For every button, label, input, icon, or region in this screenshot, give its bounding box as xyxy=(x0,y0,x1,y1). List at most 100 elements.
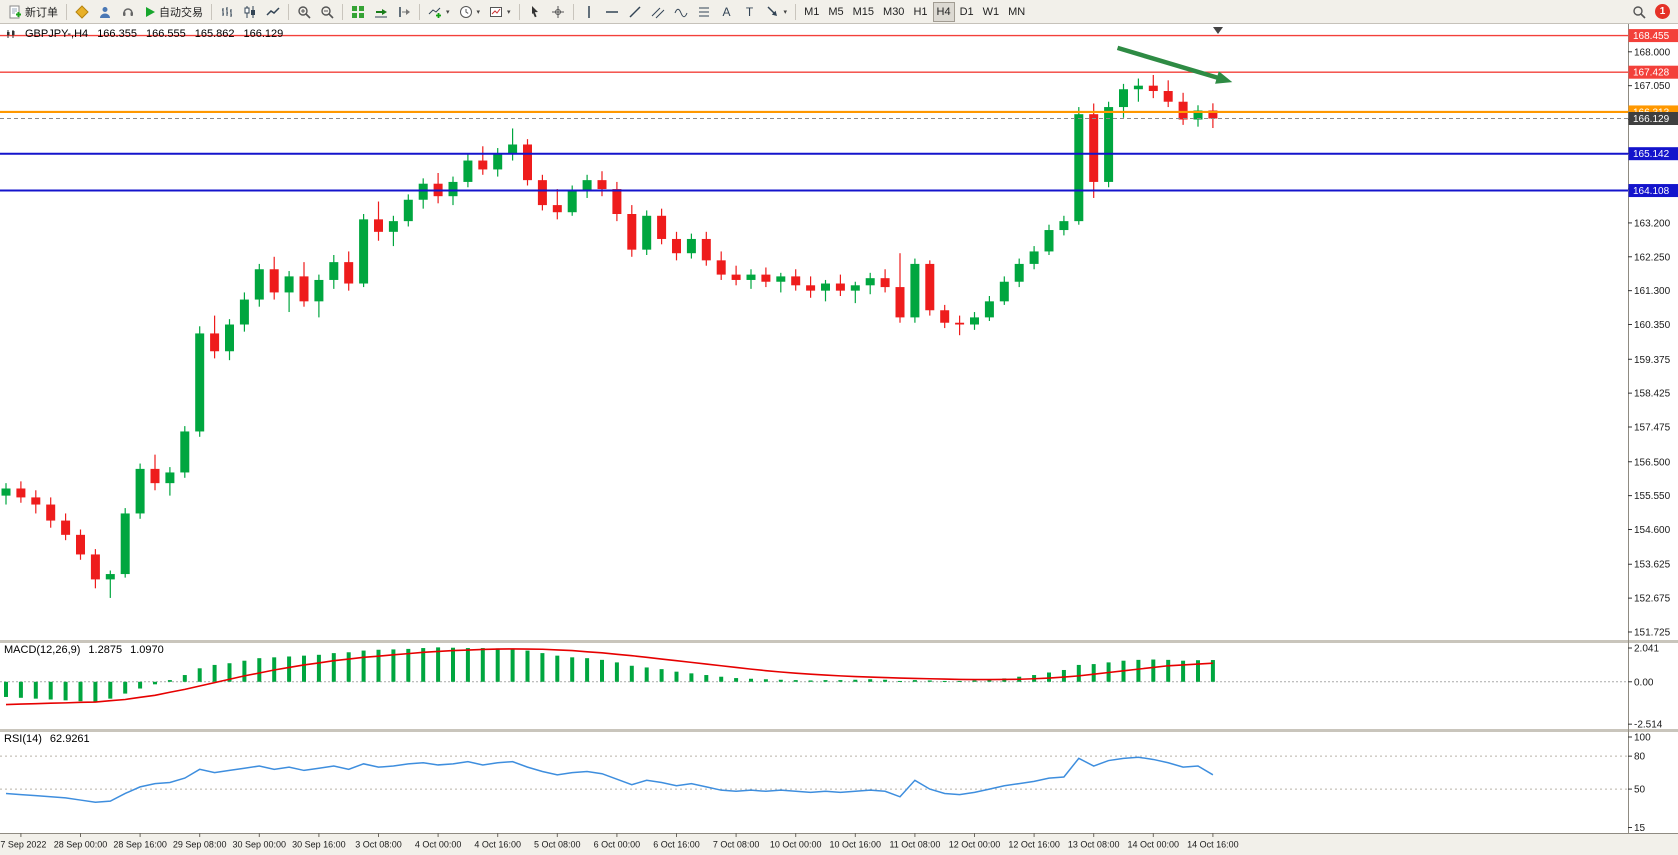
chart-candles-button[interactable] xyxy=(239,2,261,22)
profile-button[interactable] xyxy=(94,2,116,22)
fibonacci-tool-button[interactable] xyxy=(693,2,715,22)
chart-shift-marker[interactable] xyxy=(1213,27,1223,34)
svg-text:14 Oct 16:00: 14 Oct 16:00 xyxy=(1187,840,1239,850)
horizontal-line-tool-button[interactable] xyxy=(601,2,623,22)
svg-text:152.675: 152.675 xyxy=(1634,594,1671,605)
zoom-out-button[interactable] xyxy=(316,2,338,22)
svg-text:3 Oct 08:00: 3 Oct 08:00 xyxy=(355,840,402,850)
auto-scroll-icon xyxy=(374,5,388,19)
search-button[interactable] xyxy=(1628,2,1650,22)
svg-text:30 Sep 16:00: 30 Sep 16:00 xyxy=(292,840,346,850)
toolbar-separator xyxy=(572,3,574,20)
periods-button[interactable]: ▾ xyxy=(455,2,485,22)
support-button[interactable] xyxy=(117,2,139,22)
fibonacci-icon xyxy=(697,5,711,19)
text-tool-button[interactable]: A xyxy=(716,2,738,22)
svg-text:4 Oct 00:00: 4 Oct 00:00 xyxy=(415,840,462,850)
timeframe-button-M30[interactable]: M30 xyxy=(879,2,908,22)
timeframe-button-MN[interactable]: MN xyxy=(1004,2,1029,22)
trendline-tool-button[interactable] xyxy=(624,2,646,22)
macd-value: 1.2875 xyxy=(88,644,123,656)
svg-text:15: 15 xyxy=(1634,823,1646,834)
toolbar-separator xyxy=(211,3,212,20)
svg-text:162.250: 162.250 xyxy=(1634,252,1671,263)
macd-signal-value: 1.0970 xyxy=(130,644,164,656)
svg-text:157.475: 157.475 xyxy=(1634,423,1671,434)
zoom-in-button[interactable] xyxy=(293,2,315,22)
label-tool-button[interactable]: T xyxy=(739,2,761,22)
svg-text:50: 50 xyxy=(1634,785,1646,796)
autotrading-play-icon xyxy=(144,6,156,18)
svg-text:-2.514: -2.514 xyxy=(1634,720,1663,731)
horizontal-line-icon xyxy=(605,5,619,19)
quote-line: GBPJPY-,H4 166.355 166.555 165.862 166.1… xyxy=(6,28,283,40)
svg-text:166.129: 166.129 xyxy=(1633,114,1670,125)
time-axis-strip[interactable] xyxy=(0,833,1678,855)
timeframe-button-M5[interactable]: M5 xyxy=(824,2,847,22)
quote-symbol: GBPJPY-,H4 xyxy=(25,28,89,40)
vertical-line-tool-button[interactable] xyxy=(578,2,600,22)
wave-tool-button[interactable] xyxy=(670,2,692,22)
price-badges: 168.455167.428166.313166.129165.142164.1… xyxy=(1628,29,1678,198)
trend-arrow-annotation[interactable] xyxy=(1116,45,1233,84)
toolbar-separator xyxy=(288,3,289,20)
clock-icon xyxy=(459,5,473,19)
chart-line-button[interactable] xyxy=(262,2,284,22)
candlestick-chart-icon xyxy=(243,5,257,19)
panel-divider[interactable] xyxy=(0,729,1678,732)
autotrading-button[interactable]: 自动交易 xyxy=(140,2,207,22)
svg-text:154.600: 154.600 xyxy=(1634,525,1671,536)
notification-badge[interactable]: 1 xyxy=(1655,4,1670,19)
svg-text:168.000: 168.000 xyxy=(1634,47,1671,58)
vertical-line-icon xyxy=(582,5,596,19)
timeframe-button-W1[interactable]: W1 xyxy=(979,2,1004,22)
svg-text:7 Oct 08:00: 7 Oct 08:00 xyxy=(713,840,760,850)
new-order-label: 新订单 xyxy=(25,6,58,19)
chart-region: 168.000167.050166.100165.150164.150163.2… xyxy=(0,24,1678,855)
svg-text:165.142: 165.142 xyxy=(1633,149,1670,160)
rsi-line xyxy=(5,756,1214,804)
symbol-icon[interactable] xyxy=(6,29,16,39)
chart-shift-button[interactable] xyxy=(393,2,415,22)
svg-text:13 Oct 08:00: 13 Oct 08:00 xyxy=(1068,840,1120,850)
timeframe-toolbar: M1 M5 M15 M30 H1 H4 D1 W1 MN xyxy=(800,1,1029,22)
svg-text:2.041: 2.041 xyxy=(1634,644,1659,655)
svg-text:11 Oct 08:00: 11 Oct 08:00 xyxy=(889,840,940,850)
panel-divider[interactable] xyxy=(0,640,1678,643)
cursor-tool-button[interactable] xyxy=(524,2,546,22)
timeframe-button-H1[interactable]: H1 xyxy=(909,2,931,22)
timeframe-button-D1[interactable]: D1 xyxy=(956,2,978,22)
chart-shift-icon xyxy=(397,5,411,19)
svg-text:5 Oct 08:00: 5 Oct 08:00 xyxy=(534,840,581,850)
quote-high: 166.555 xyxy=(145,28,186,40)
indicators-icon xyxy=(428,5,442,19)
crosshair-tool-button[interactable] xyxy=(547,2,569,22)
wave-icon xyxy=(674,5,688,19)
text-tool-icon: A xyxy=(722,4,731,19)
market-icon xyxy=(75,4,89,19)
svg-text:161.300: 161.300 xyxy=(1634,286,1671,297)
arrows-tool-button[interactable]: ▾ xyxy=(762,2,792,22)
zoom-in-icon xyxy=(297,5,311,19)
quote-low: 165.862 xyxy=(194,28,235,40)
notification-count: 1 xyxy=(1659,6,1666,17)
horizontal-line-objects[interactable] xyxy=(0,34,1628,192)
indicators-button[interactable]: ▾ xyxy=(424,2,454,22)
chart-canvas[interactable]: 168.000167.050166.100165.150164.150163.2… xyxy=(0,24,1678,855)
new-order-button[interactable]: 新订单 xyxy=(4,2,62,22)
toolbar-separator xyxy=(342,3,343,20)
tile-windows-button[interactable] xyxy=(347,2,369,22)
rsi-panel-label: RSI(14) 62.9261 xyxy=(4,733,90,745)
timeframe-button-M1[interactable]: M1 xyxy=(800,2,823,22)
channel-tool-button[interactable] xyxy=(647,2,669,22)
auto-scroll-button[interactable] xyxy=(370,2,392,22)
templates-button[interactable]: ▾ xyxy=(485,2,515,22)
timeframe-button-H4[interactable]: H4 xyxy=(932,1,955,22)
timeframe-button-M15[interactable]: M15 xyxy=(849,2,878,22)
chart-bars-button[interactable] xyxy=(216,2,238,22)
svg-text:158.425: 158.425 xyxy=(1634,389,1671,400)
market-button[interactable] xyxy=(71,2,93,22)
macd-signal-line xyxy=(5,648,1213,706)
svg-text:167.428: 167.428 xyxy=(1633,68,1670,79)
svg-text:80: 80 xyxy=(1634,752,1646,763)
